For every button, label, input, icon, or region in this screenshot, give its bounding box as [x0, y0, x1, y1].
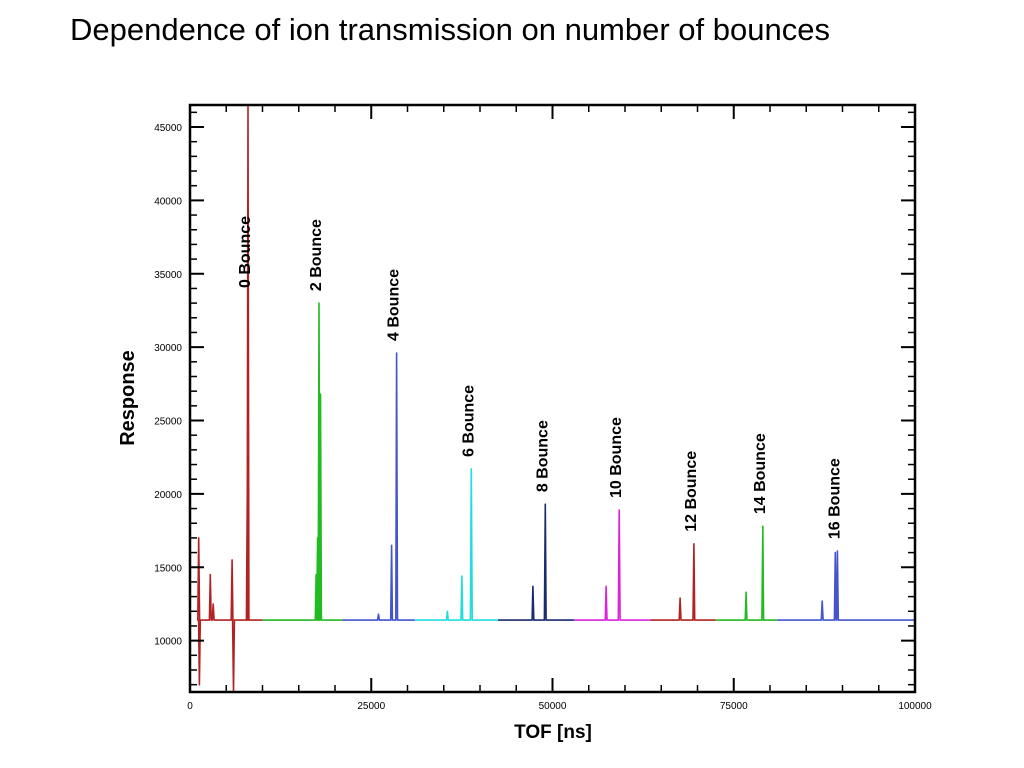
series-line-3: [414, 468, 499, 621]
x-tick-label: 100000: [898, 701, 932, 712]
y-tick-label: 25000: [154, 417, 182, 428]
x-axis-title: TOF [ns]: [514, 722, 592, 743]
y-tick-label: 10000: [154, 637, 182, 648]
peak-labels: 0 Bounce 2 Bounce 4 Bounce 6 Bounce 8 Bounce…: [237, 216, 843, 539]
series-line-1: [262, 302, 343, 621]
peak-label-5: 10 Bounce: [608, 417, 625, 498]
x-tick-label: 25000: [357, 701, 385, 712]
peak-label-2: 4 Bounce: [386, 269, 403, 341]
peak-label-4: 8 Bounce: [534, 420, 551, 492]
series-line-5: [574, 509, 651, 621]
series-line-4: [498, 503, 575, 621]
y-tick-label: 30000: [154, 343, 182, 354]
peak-label-6: 12 Bounce: [683, 451, 700, 532]
series-line-0: [197, 104, 263, 693]
y-tick-label: 15000: [154, 563, 182, 574]
peak-label-8: 16 Bounce: [826, 458, 843, 539]
slide-title: Dependence of ion transmission on number…: [70, 12, 830, 47]
x-tick-label: 0: [187, 701, 193, 712]
peak-label-3: 6 Bounce: [460, 385, 477, 457]
plot-frame: [188, 103, 917, 694]
series-line-2: [342, 352, 415, 621]
y-tick-label: 45000: [154, 123, 182, 134]
peak-label-7: 14 Bounce: [752, 433, 769, 514]
peak-label-0: 0 Bounce: [237, 216, 254, 288]
plot-lines: [197, 104, 915, 693]
y-tick-label: 20000: [154, 490, 182, 501]
series-line-7: [715, 525, 778, 621]
x-tick-label: 75000: [720, 701, 748, 712]
y-tick-label: 35000: [154, 270, 182, 281]
y-axis-title: Response: [117, 350, 139, 446]
axis-ticks: 0 25000 50000 75000 100000 10000 15000 20000 250…: [154, 105, 932, 712]
series-line-6: [650, 543, 716, 621]
peak-label-1: 2 Bounce: [308, 219, 325, 291]
x-tick-label: 50000: [539, 701, 567, 712]
series-line-8: [777, 550, 915, 621]
y-tick-label: 40000: [154, 196, 182, 207]
plot-border: [188, 103, 917, 694]
